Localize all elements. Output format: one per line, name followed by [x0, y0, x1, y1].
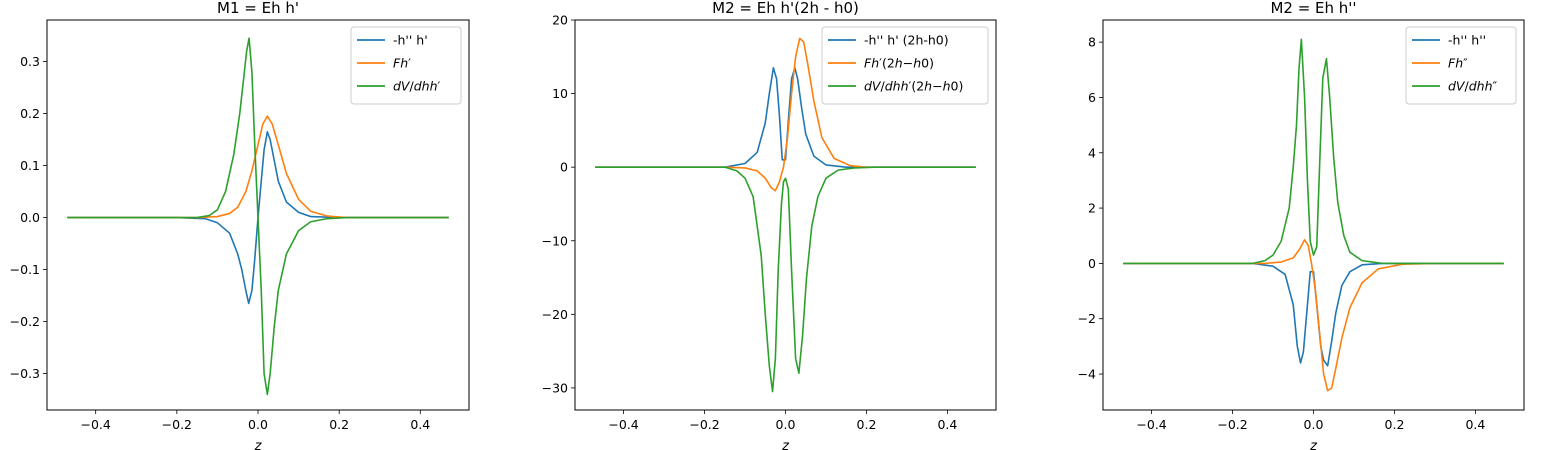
- y-tick-label: −20: [542, 307, 568, 322]
- legend-entry: Fh′: [393, 56, 411, 71]
- legend: -h'' h'' Fh″ dV/dhh″: [1405, 26, 1517, 105]
- x-tick-label: −0.2: [1217, 417, 1247, 432]
- y-tick-label: −0.1: [10, 262, 40, 277]
- y-tick-label: 0.3: [20, 54, 40, 69]
- legend-entry: Fh″: [1448, 56, 1468, 71]
- y-tick-label: −0.3: [10, 366, 40, 381]
- series-line-3: [595, 166, 976, 393]
- y-tick-label: 0.2: [20, 106, 40, 121]
- x-tick-label: −0.2: [689, 417, 719, 432]
- y-tick-label: 0.0: [20, 210, 40, 225]
- x-tick-label: 0.0: [1304, 417, 1324, 432]
- x-axis-label: z: [781, 439, 790, 450]
- legend-box: [1405, 26, 1517, 105]
- legend-entry: -h'' h' (2h-h0): [864, 33, 949, 48]
- chart-panel-m2: M2 = Eh h'(2h - h0) −0.4 −0.2 0.0 0.2 0.4 −30 −…: [542, 0, 997, 450]
- legend-entry: dV/dhh′: [393, 79, 441, 94]
- legend-entry: Fh′(2h−h0): [864, 56, 934, 71]
- legend: -h'' h' (2h-h0) Fh′(2h−h0) dV/dhh′(2h−h0): [821, 26, 989, 105]
- legend: -h'' h' Fh′ dV/dhh′: [350, 26, 462, 105]
- y-tick-label: −10: [542, 233, 568, 248]
- x-tick-label: −0.4: [1136, 417, 1166, 432]
- series-line-1: [595, 67, 976, 168]
- y-tick-label: 20: [552, 13, 568, 28]
- x-tick-label: −0.2: [162, 417, 192, 432]
- legend-entry: dV/dhh″: [1448, 79, 1498, 94]
- y-tick-label: 6: [1088, 90, 1096, 105]
- x-tick-label: 0.4: [937, 417, 957, 432]
- series-line-2: [67, 115, 449, 219]
- x-tick-label: 0.0: [776, 417, 796, 432]
- x-axis-label: z: [254, 439, 263, 450]
- series-line-3: [67, 37, 449, 396]
- y-tick-label: −0.2: [10, 314, 40, 329]
- y-tick-label: 2: [1088, 201, 1096, 216]
- y-tick-label: 8: [1088, 35, 1096, 50]
- y-tick-label: −4: [1078, 367, 1096, 382]
- y-tick-label: −2: [1078, 311, 1096, 326]
- y-tick-label: 0: [1088, 256, 1096, 271]
- legend-box: [350, 26, 462, 105]
- legend-entry: dV/dhh′(2h−h0): [864, 79, 963, 94]
- chart-title: M2 = Eh h'': [1270, 0, 1356, 17]
- y-tick-label: −30: [542, 380, 568, 395]
- y-tick-label: 0.1: [20, 158, 40, 173]
- legend-box: [821, 26, 989, 105]
- y-tick-label: 0: [560, 160, 568, 175]
- x-tick-label: −0.4: [608, 417, 638, 432]
- x-tick-label: 0.4: [410, 417, 430, 432]
- chart-panel-m2b: M2 = Eh h'' −0.4 −0.2 0.0 0.2 0.4 −4 −2 0 2 4 6 8 z -h…: [1078, 0, 1525, 450]
- series-line-3: [1123, 38, 1504, 265]
- x-tick-label: 0.2: [329, 417, 349, 432]
- series-line-2: [1123, 239, 1504, 392]
- legend-entry: -h'' h': [393, 33, 428, 48]
- chart-title: M2 = Eh h'(2h - h0): [712, 0, 859, 17]
- x-tick-label: 0.2: [857, 417, 877, 432]
- x-tick-label: 0.0: [248, 417, 268, 432]
- chart-title: M1 = Eh h': [217, 0, 299, 17]
- legend-entry: -h'' h'': [1448, 33, 1486, 48]
- x-tick-label: 0.4: [1465, 417, 1485, 432]
- y-tick-label: 10: [552, 86, 568, 101]
- y-tick-label: 4: [1088, 145, 1096, 160]
- series-line-2: [595, 37, 976, 192]
- x-axis-label: z: [1309, 439, 1318, 450]
- x-tick-label: −0.4: [81, 417, 111, 432]
- x-tick-label: 0.2: [1385, 417, 1405, 432]
- chart-panel-m1: M1 = Eh h' −0.4 −0.2 0.0 0.2 0.4 −0.3 −0.2 −0.1 0…: [10, 0, 470, 450]
